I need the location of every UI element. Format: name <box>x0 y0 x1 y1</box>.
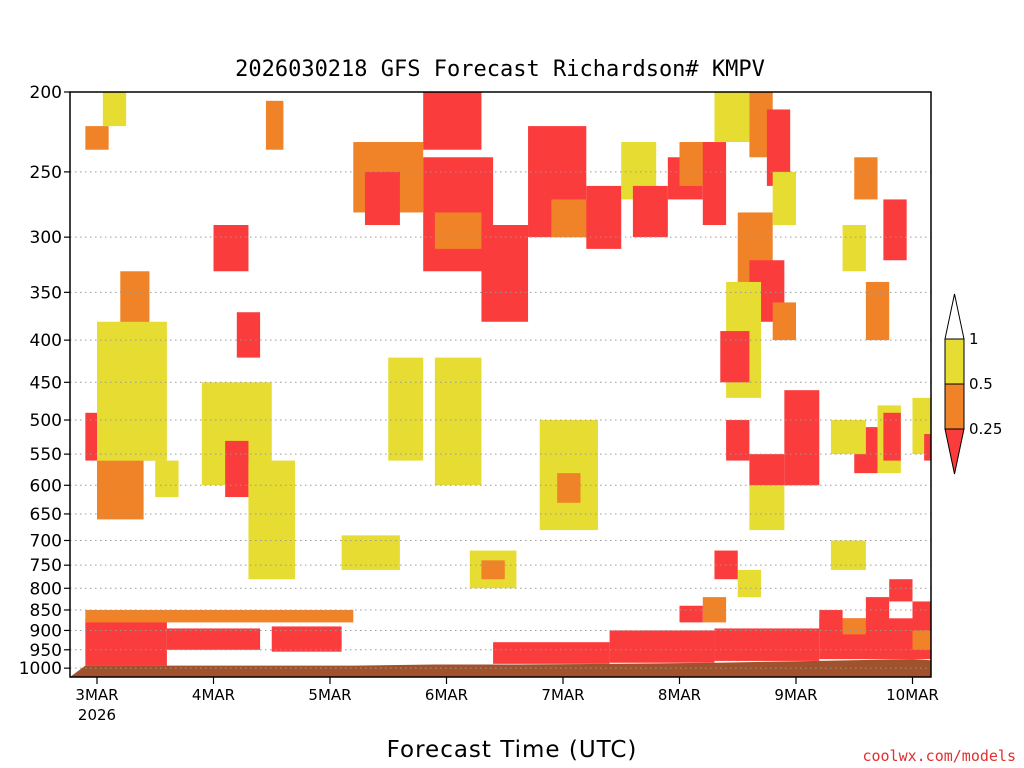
ri-cell <box>341 535 400 570</box>
x-tick-label: 6MAR <box>425 686 468 704</box>
y-tick-label: 250 <box>30 163 62 183</box>
ri-cell <box>423 92 482 150</box>
ri-cell <box>714 628 820 661</box>
ri-cell <box>830 420 866 455</box>
y-tick-label: 550 <box>30 445 62 465</box>
ri-cell <box>714 92 750 143</box>
ri-cell <box>679 605 703 623</box>
ri-cell <box>557 473 581 503</box>
y-tick-label: 450 <box>30 373 62 393</box>
ri-cell <box>265 100 284 150</box>
pressure-gridlines <box>70 171 931 669</box>
ri-cell <box>784 390 820 486</box>
ri-cell <box>586 185 622 249</box>
legend-swatch <box>944 383 965 430</box>
ri-cell <box>720 331 750 383</box>
ri-cell <box>155 460 179 498</box>
ri-cell <box>97 321 167 461</box>
x-tick-sublabel: 2026 <box>78 706 116 724</box>
ri-cell <box>434 357 482 486</box>
x-tick-label: 5MAR <box>308 686 351 704</box>
ri-cell <box>842 618 866 635</box>
x-tick-label: 8MAR <box>658 686 701 704</box>
y-tick-label: 750 <box>30 556 62 576</box>
ri-cell <box>854 157 878 200</box>
ri-cell <box>236 312 261 358</box>
ri-cell <box>213 225 249 272</box>
y-tick-label: 1000 <box>19 659 62 679</box>
y-tick-label: 650 <box>30 505 62 525</box>
ri-cell <box>702 142 727 226</box>
ri-cell <box>85 609 354 623</box>
x-tick-label: 3MAR <box>75 686 118 704</box>
ri-cell <box>912 601 931 631</box>
chart-title: 2026030218 GFS Forecast Richardson# KMPV <box>235 57 765 82</box>
ri-cell <box>772 171 796 226</box>
legend-label: 0.5 <box>969 375 993 393</box>
y-axis: 200 250 300 350 400 450 500 550 600 650 700 750 8008… <box>19 83 70 679</box>
x-axis-title: Forecast Time (UTC) <box>387 737 638 763</box>
x-tick-label: 10MAR <box>886 686 939 704</box>
ri-cell <box>842 225 866 272</box>
ri-cell <box>865 597 890 623</box>
x-axis: 3MAR 2026 4MAR 5MAR 6MAR 7MAR 8MAR 9MAR 10MAR <box>75 677 939 724</box>
ri-cell <box>819 609 843 631</box>
ri-cell <box>749 454 785 486</box>
ri-cell <box>481 225 529 322</box>
credit-text: coolwx.com/models <box>862 747 1016 765</box>
richardson-cells <box>85 92 931 666</box>
y-tick-label: 950 <box>30 641 62 661</box>
ri-cell <box>726 420 750 461</box>
ri-cell <box>166 628 261 650</box>
ri-cell <box>865 281 890 341</box>
y-tick-label: 900 <box>30 621 62 641</box>
y-tick-label: 800 <box>30 579 62 599</box>
ri-cell <box>434 212 482 249</box>
ri-cell <box>737 569 762 598</box>
legend-label: 1 <box>969 330 979 348</box>
x-tick-label: 7MAR <box>541 686 584 704</box>
ri-cell <box>97 460 144 520</box>
y-tick-label: 400 <box>30 331 62 351</box>
y-tick-label: 300 <box>30 228 62 248</box>
ri-cell <box>85 126 109 150</box>
ri-cell <box>493 642 610 664</box>
ri-cell <box>388 357 424 461</box>
y-tick-label: 500 <box>30 411 62 431</box>
y-tick-label: 200 <box>30 83 62 103</box>
ri-cell <box>924 434 931 461</box>
legend-swatch <box>944 338 965 385</box>
y-tick-label: 850 <box>30 601 62 621</box>
legend: 1 0.5 0.25 <box>944 293 1002 475</box>
y-tick-label: 350 <box>30 283 62 303</box>
ri-cell <box>225 440 249 498</box>
ri-cell <box>766 109 791 186</box>
ri-cell <box>248 460 296 580</box>
ri-cell <box>609 630 715 663</box>
ri-cell <box>481 560 505 580</box>
ri-cell <box>85 618 167 666</box>
ri-cell <box>912 630 931 650</box>
ri-cell <box>749 485 785 531</box>
ri-cell <box>102 92 127 127</box>
y-tick-label: 700 <box>30 531 62 551</box>
ri-cell <box>702 597 727 623</box>
ri-cell <box>772 302 796 341</box>
legend-label: 0.25 <box>969 420 1002 438</box>
x-tick-label: 4MAR <box>192 686 235 704</box>
ri-cell <box>364 171 400 226</box>
legend-swatch <box>944 293 965 340</box>
ri-cell <box>883 412 901 461</box>
y-tick-label: 600 <box>30 476 62 496</box>
x-tick-label: 9MAR <box>774 686 817 704</box>
ri-cell <box>883 199 907 261</box>
plot-frame <box>69 91 932 678</box>
legend-swatch <box>944 428 965 475</box>
ri-cell <box>889 579 913 602</box>
ri-cell <box>632 185 668 238</box>
